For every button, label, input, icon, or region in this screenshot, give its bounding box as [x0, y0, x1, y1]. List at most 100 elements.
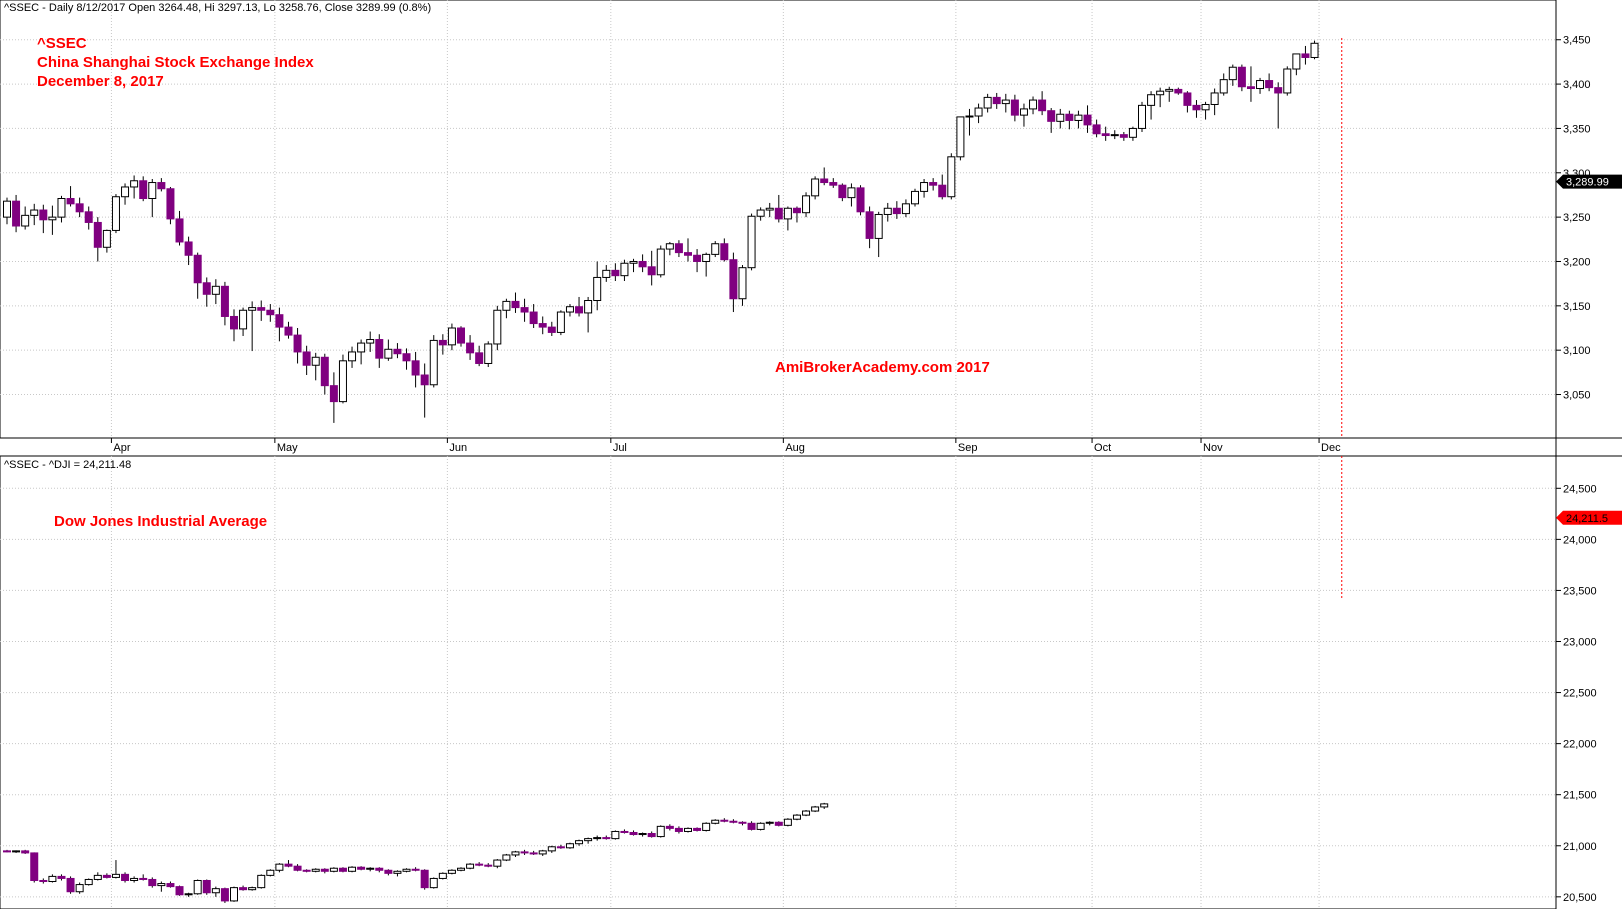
- ssec-candle: [1274, 87, 1283, 94]
- dji-candle: [193, 879, 202, 895]
- dji-candle: [565, 843, 574, 849]
- dji-candle: [329, 867, 338, 872]
- ssec-candle: [774, 207, 783, 220]
- ssec-candle: [847, 187, 856, 199]
- ssec-candle: [48, 216, 57, 221]
- dji-candle: [220, 888, 229, 902]
- dji-candle: [475, 863, 484, 866]
- dji-candle: [348, 866, 357, 872]
- ssec-candle: [992, 96, 1001, 105]
- ssec-candle: [829, 182, 838, 186]
- dji-candle: [529, 852, 538, 855]
- ssec-candle: [1083, 114, 1092, 126]
- ssec-candle: [57, 198, 66, 218]
- dji-y-tick-label: 21,500: [1563, 790, 1597, 802]
- dji-candle: [175, 886, 184, 896]
- ssec-grid: [0, 39, 1556, 396]
- month-label: Nov: [1203, 442, 1223, 454]
- dji-candle: [792, 814, 801, 820]
- ssec-candle: [239, 309, 248, 330]
- dji-candle: [411, 868, 420, 871]
- dji-grid: [0, 487, 1556, 898]
- ssec-candle: [684, 252, 692, 256]
- dji-y-tick-label: 24,500: [1563, 483, 1597, 495]
- dji-candle: [711, 819, 720, 824]
- dji-candle: [157, 883, 166, 887]
- dji-candle: [802, 810, 811, 816]
- ssec-candle: [266, 309, 275, 316]
- ssec-candle: [139, 180, 148, 200]
- ssec-candle: [93, 221, 102, 248]
- dji-candle: [293, 865, 302, 871]
- dji-candle: [502, 854, 511, 861]
- month-label: Jun: [449, 442, 467, 454]
- dji-candle: [820, 803, 829, 808]
- ssec-candle: [66, 198, 75, 205]
- dji-candle: [729, 820, 738, 823]
- dji-candle: [811, 806, 820, 812]
- ssec-candle: [230, 315, 238, 330]
- ssec-candle: [956, 116, 965, 158]
- ssec-candle: [130, 180, 139, 188]
- month-label: Jul: [613, 442, 627, 454]
- ssec-candle: [366, 339, 375, 344]
- ssec-candle: [320, 356, 329, 387]
- ssec-candle: [402, 353, 411, 362]
- ssec-candle: [348, 351, 357, 362]
- ssec-header: ^SSEC - Daily 8/12/2017 Open 3264.48, Hi…: [4, 2, 431, 14]
- dji-candle: [257, 874, 266, 889]
- ssec-candle: [1147, 94, 1156, 106]
- ssec-last-value-tag: 3,289.99: [1556, 174, 1622, 189]
- ssec-candle: [447, 327, 456, 346]
- ssec-index-name: China Shanghai Stock Exchange Index: [37, 54, 314, 71]
- ssec-candle: [838, 184, 847, 199]
- ssec-candle: [738, 267, 747, 300]
- dji-candle: [720, 819, 729, 822]
- ssec-candle: [84, 211, 93, 223]
- ssec-candle: [929, 182, 938, 186]
- dji-y-axis: 20,500 21,000 21,500 22,000 22,500 23,000 23,5…: [1556, 483, 1597, 904]
- ssec-candle: [1228, 66, 1237, 81]
- ssec-candle: [1301, 53, 1310, 58]
- month-label: Sep: [958, 442, 978, 454]
- ssec-y-tick-label: 3,050: [1563, 390, 1591, 402]
- ssec-candle: [665, 243, 674, 250]
- dji-y-tick-label: 21,000: [1563, 841, 1597, 853]
- ssec-candle: [284, 326, 293, 336]
- ssec-candle: [584, 300, 593, 314]
- ssec-candle: [475, 352, 484, 364]
- dji-index-name: Dow Jones Industrial Average: [54, 513, 267, 530]
- month-label: Apr: [113, 442, 130, 454]
- dji-last-value-marker: [1556, 510, 1622, 525]
- dji-candle: [756, 822, 765, 830]
- dji-candle: [202, 879, 211, 894]
- ssec-candle: [257, 307, 266, 311]
- dji-candle: [375, 867, 384, 871]
- ssec-candle: [1292, 53, 1301, 70]
- ssec-candle: [166, 188, 175, 220]
- dji-candle: [384, 869, 393, 874]
- dji-candle: [738, 821, 747, 824]
- dji-candle: [575, 840, 584, 845]
- ssec-candle: [1174, 88, 1183, 94]
- ssec-candle: [39, 209, 48, 221]
- ssec-last-value-marker: [1556, 174, 1622, 189]
- ssec-candle: [357, 342, 366, 353]
- dji-candle: [266, 869, 275, 876]
- ssec-last-value-label: 3,289.99: [1566, 177, 1609, 189]
- dji-candle: [12, 850, 21, 853]
- ssec-candle: [3, 200, 11, 218]
- ssec-candle: [792, 207, 801, 214]
- dji-y-tick-label: 20,500: [1563, 892, 1597, 904]
- ssec-y-tick-label: 3,100: [1563, 345, 1591, 357]
- ssec-candle: [1138, 104, 1146, 129]
- dji-candle: [438, 872, 447, 879]
- ssec-candle: [338, 360, 347, 403]
- ssec-candle: [602, 269, 611, 278]
- dji-candle: [93, 874, 102, 880]
- month-label: Dec: [1321, 442, 1341, 454]
- ssec-candle: [1047, 110, 1056, 122]
- ssec-candle: [974, 107, 983, 117]
- ssec-candle: [720, 243, 729, 261]
- ssec-candle: [575, 306, 584, 314]
